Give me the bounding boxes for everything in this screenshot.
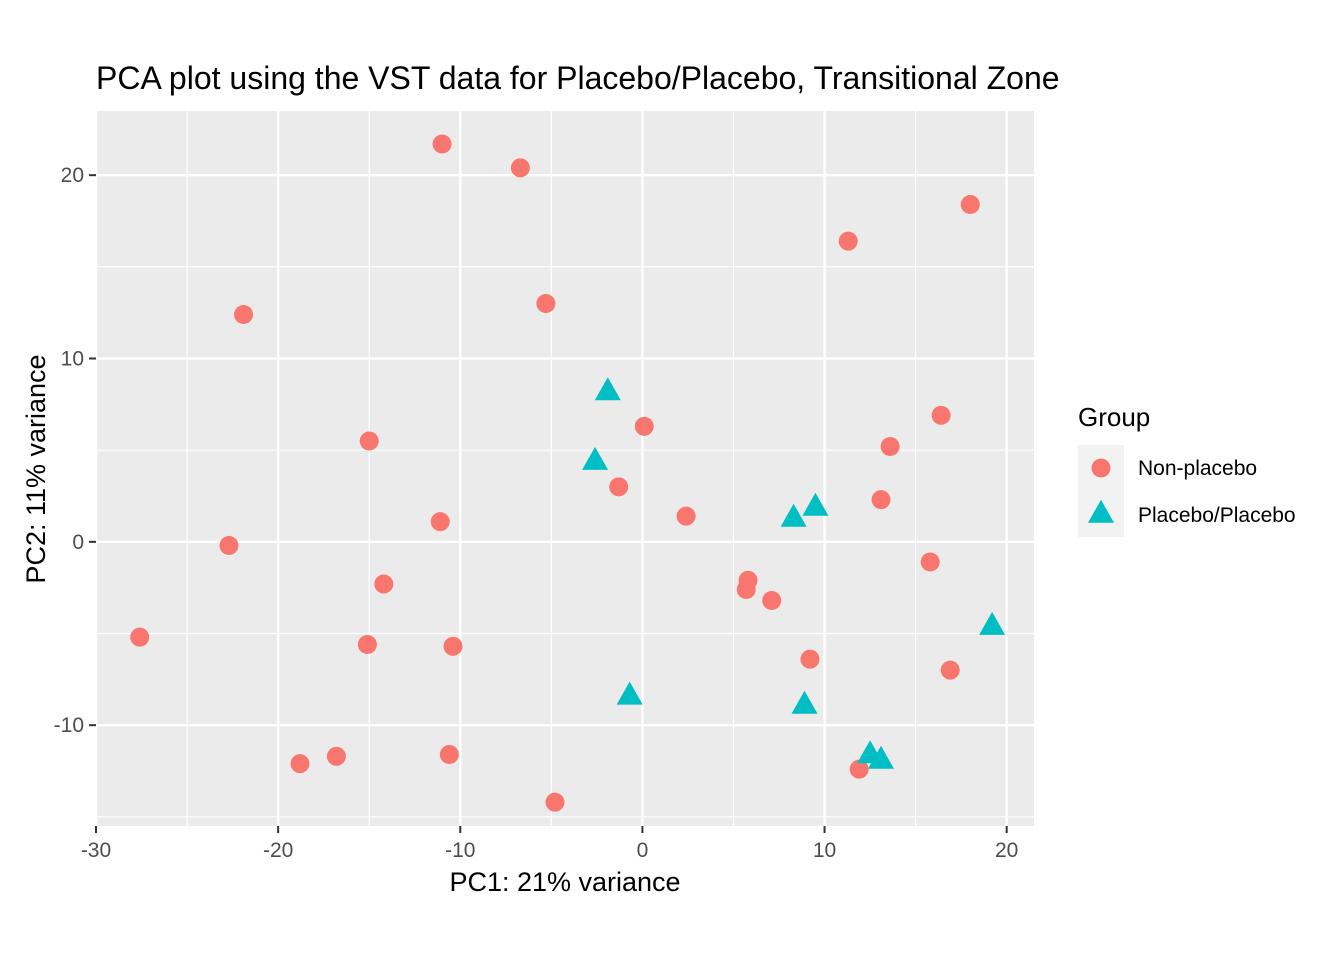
x-axis-label: PC1: 21% variance	[449, 867, 680, 897]
y-tick-label: 10	[61, 348, 84, 371]
y-tick-label: 20	[61, 164, 84, 187]
data-point-non-placebo	[634, 416, 654, 436]
legend-label-placebo-placebo: Placebo/Placebo	[1138, 504, 1296, 527]
chart-title: PCA plot using the VST data for Placebo/…	[96, 60, 1060, 96]
data-point-non-placebo	[326, 746, 346, 766]
data-point-non-placebo	[359, 431, 379, 451]
data-point-non-placebo	[290, 754, 310, 774]
data-points	[130, 134, 1006, 812]
data-point-non-placebo	[609, 477, 629, 497]
data-point-non-placebo	[374, 574, 394, 594]
y-tick-label: 0	[72, 531, 84, 554]
data-point-placebo-placebo	[979, 611, 1006, 635]
data-point-non-placebo	[130, 627, 150, 647]
data-point-non-placebo	[931, 405, 951, 425]
minor-gridlines	[96, 111, 1034, 826]
x-tick-label: 20	[995, 839, 1018, 862]
data-point-placebo-placebo	[616, 681, 643, 705]
legend-key-placebo-placebo	[1088, 499, 1114, 523]
x-tick-label: 0	[637, 839, 649, 862]
data-point-non-placebo	[510, 158, 530, 178]
data-point-non-placebo	[432, 134, 452, 154]
data-point-placebo-placebo	[802, 492, 829, 516]
data-point-non-placebo	[940, 660, 960, 680]
data-point-non-placebo	[838, 231, 858, 251]
x-axis: -30 -20 -10 0 10 20	[81, 826, 1018, 862]
data-point-non-placebo	[849, 759, 869, 779]
x-tick-label: -10	[445, 839, 475, 862]
data-point-placebo-placebo	[582, 446, 609, 470]
data-point-non-placebo	[536, 294, 556, 313]
major-gridlines	[94, 111, 1034, 826]
data-point-placebo-placebo	[791, 690, 818, 714]
legend: Group Non-placebo Placebo/Placebo	[1078, 402, 1296, 537]
data-point-non-placebo	[736, 580, 756, 599]
x-tick-label: -20	[263, 839, 293, 862]
legend-label-non-placebo: Non-placebo	[1138, 457, 1257, 480]
data-point-non-placebo	[545, 792, 565, 812]
legend-title: Group	[1078, 402, 1150, 432]
data-point-non-placebo	[234, 305, 254, 324]
y-tick-label: -10	[54, 714, 84, 737]
x-tick-label: 10	[813, 839, 836, 862]
plot-panel	[96, 111, 1034, 826]
data-point-non-placebo	[920, 552, 940, 572]
data-point-placebo-placebo	[868, 745, 895, 769]
data-point-non-placebo	[676, 506, 696, 526]
y-axis-label: PC2: 11% variance	[21, 354, 51, 583]
y-axis: -10 0 10 20	[54, 164, 96, 737]
data-point-non-placebo	[439, 745, 459, 764]
data-point-non-placebo	[871, 490, 891, 510]
legend-key-non-placebo	[1091, 458, 1111, 478]
data-point-non-placebo	[800, 649, 820, 669]
data-point-non-placebo	[443, 636, 463, 656]
data-point-placebo-placebo	[594, 377, 621, 401]
data-point-non-placebo	[960, 195, 980, 214]
data-point-non-placebo	[762, 591, 782, 610]
data-point-non-placebo	[219, 536, 239, 555]
data-point-non-placebo	[357, 635, 377, 654]
data-point-non-placebo	[880, 437, 900, 456]
x-tick-label: -30	[81, 839, 111, 862]
data-point-placebo-placebo	[780, 503, 807, 527]
data-point-non-placebo	[430, 512, 450, 532]
